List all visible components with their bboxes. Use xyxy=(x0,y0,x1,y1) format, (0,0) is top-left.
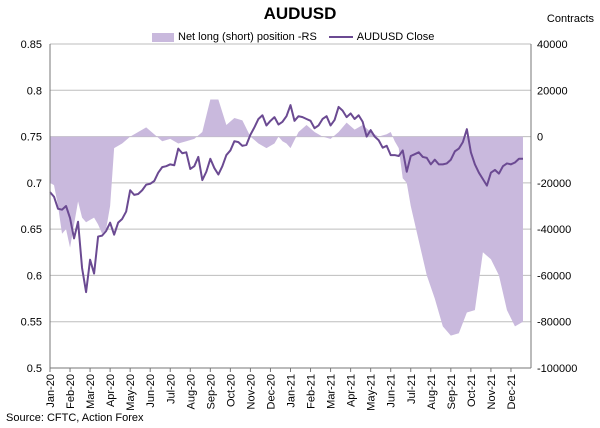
left-tick-label: 0.75 xyxy=(21,132,42,144)
x-tick-label: Nov-21 xyxy=(486,374,498,409)
right-tick-label: -80000 xyxy=(537,317,571,329)
left-tick-label: 0.85 xyxy=(21,39,42,51)
right-tick-label: -100000 xyxy=(537,363,577,375)
x-tick-label: Apr-20 xyxy=(105,374,117,407)
right-tick-label: -40000 xyxy=(537,224,571,236)
x-tick-label: May-21 xyxy=(366,374,378,411)
x-tick-label: Jun-20 xyxy=(145,374,157,408)
audusd-close-line xyxy=(49,104,523,294)
legend-area-label: Net long (short) position -RS xyxy=(178,31,317,43)
legend-line-label: AUDUSD Close xyxy=(356,31,435,43)
x-tick-label: Aug-20 xyxy=(185,374,197,409)
x-tick-label: Jul-20 xyxy=(165,374,177,404)
x-tick-label: Jan-21 xyxy=(286,374,298,408)
x-tick-label: Feb-20 xyxy=(65,374,77,409)
left-tick-label: 0.5 xyxy=(27,363,42,375)
legend-item-area: Net long (short) position -RS xyxy=(152,31,317,43)
left-tick-label: 0.8 xyxy=(27,85,42,97)
x-tick-label: Sep-21 xyxy=(446,374,458,409)
x-tick-label: Sep-20 xyxy=(205,374,217,409)
legend-item-line: AUDUSD Close xyxy=(328,31,435,43)
x-tick-label: Dec-21 xyxy=(506,374,518,409)
net-position-area xyxy=(50,99,523,336)
left-tick-label: 0.55 xyxy=(21,317,42,329)
x-tick-label: Oct-20 xyxy=(225,374,237,407)
right-tick-label: -60000 xyxy=(537,270,571,282)
x-tick-label: Jan-20 xyxy=(45,374,57,408)
left-tick-label: 0.65 xyxy=(21,224,42,236)
x-tick-label: May-20 xyxy=(125,374,137,411)
x-tick-label: Feb-21 xyxy=(306,374,318,409)
x-tick-label: Mar-20 xyxy=(85,374,97,409)
x-tick-label: Oct-21 xyxy=(466,374,478,407)
x-tick-label: Nov-20 xyxy=(245,374,257,409)
chart-title: AUDUSD xyxy=(263,4,337,23)
x-tick-label: Jun-21 xyxy=(386,374,398,408)
left-tick-label: 0.6 xyxy=(27,270,42,282)
x-tick-label: Dec-20 xyxy=(265,374,277,409)
legend-area-swatch xyxy=(152,32,174,42)
right-tick-label: 40000 xyxy=(537,39,568,51)
right-tick-label: 20000 xyxy=(537,85,568,97)
left-tick-label: 0.7 xyxy=(27,178,42,190)
x-tick-label: Aug-21 xyxy=(426,374,438,409)
source-note: Source: CFTC, Action Forex xyxy=(6,412,144,424)
legend-line-swatch xyxy=(328,36,353,38)
legend: Net long (short) position -RS AUDUSD Clo… xyxy=(152,31,446,43)
x-tick-label: Mar-21 xyxy=(326,374,338,409)
x-tick-label: Jul-21 xyxy=(406,374,418,404)
right-axis-title: Contracts xyxy=(546,13,594,25)
right-tick-label: -20000 xyxy=(537,178,571,190)
right-tick-label: 0 xyxy=(537,132,543,144)
x-tick-label: Apr-21 xyxy=(346,374,358,407)
